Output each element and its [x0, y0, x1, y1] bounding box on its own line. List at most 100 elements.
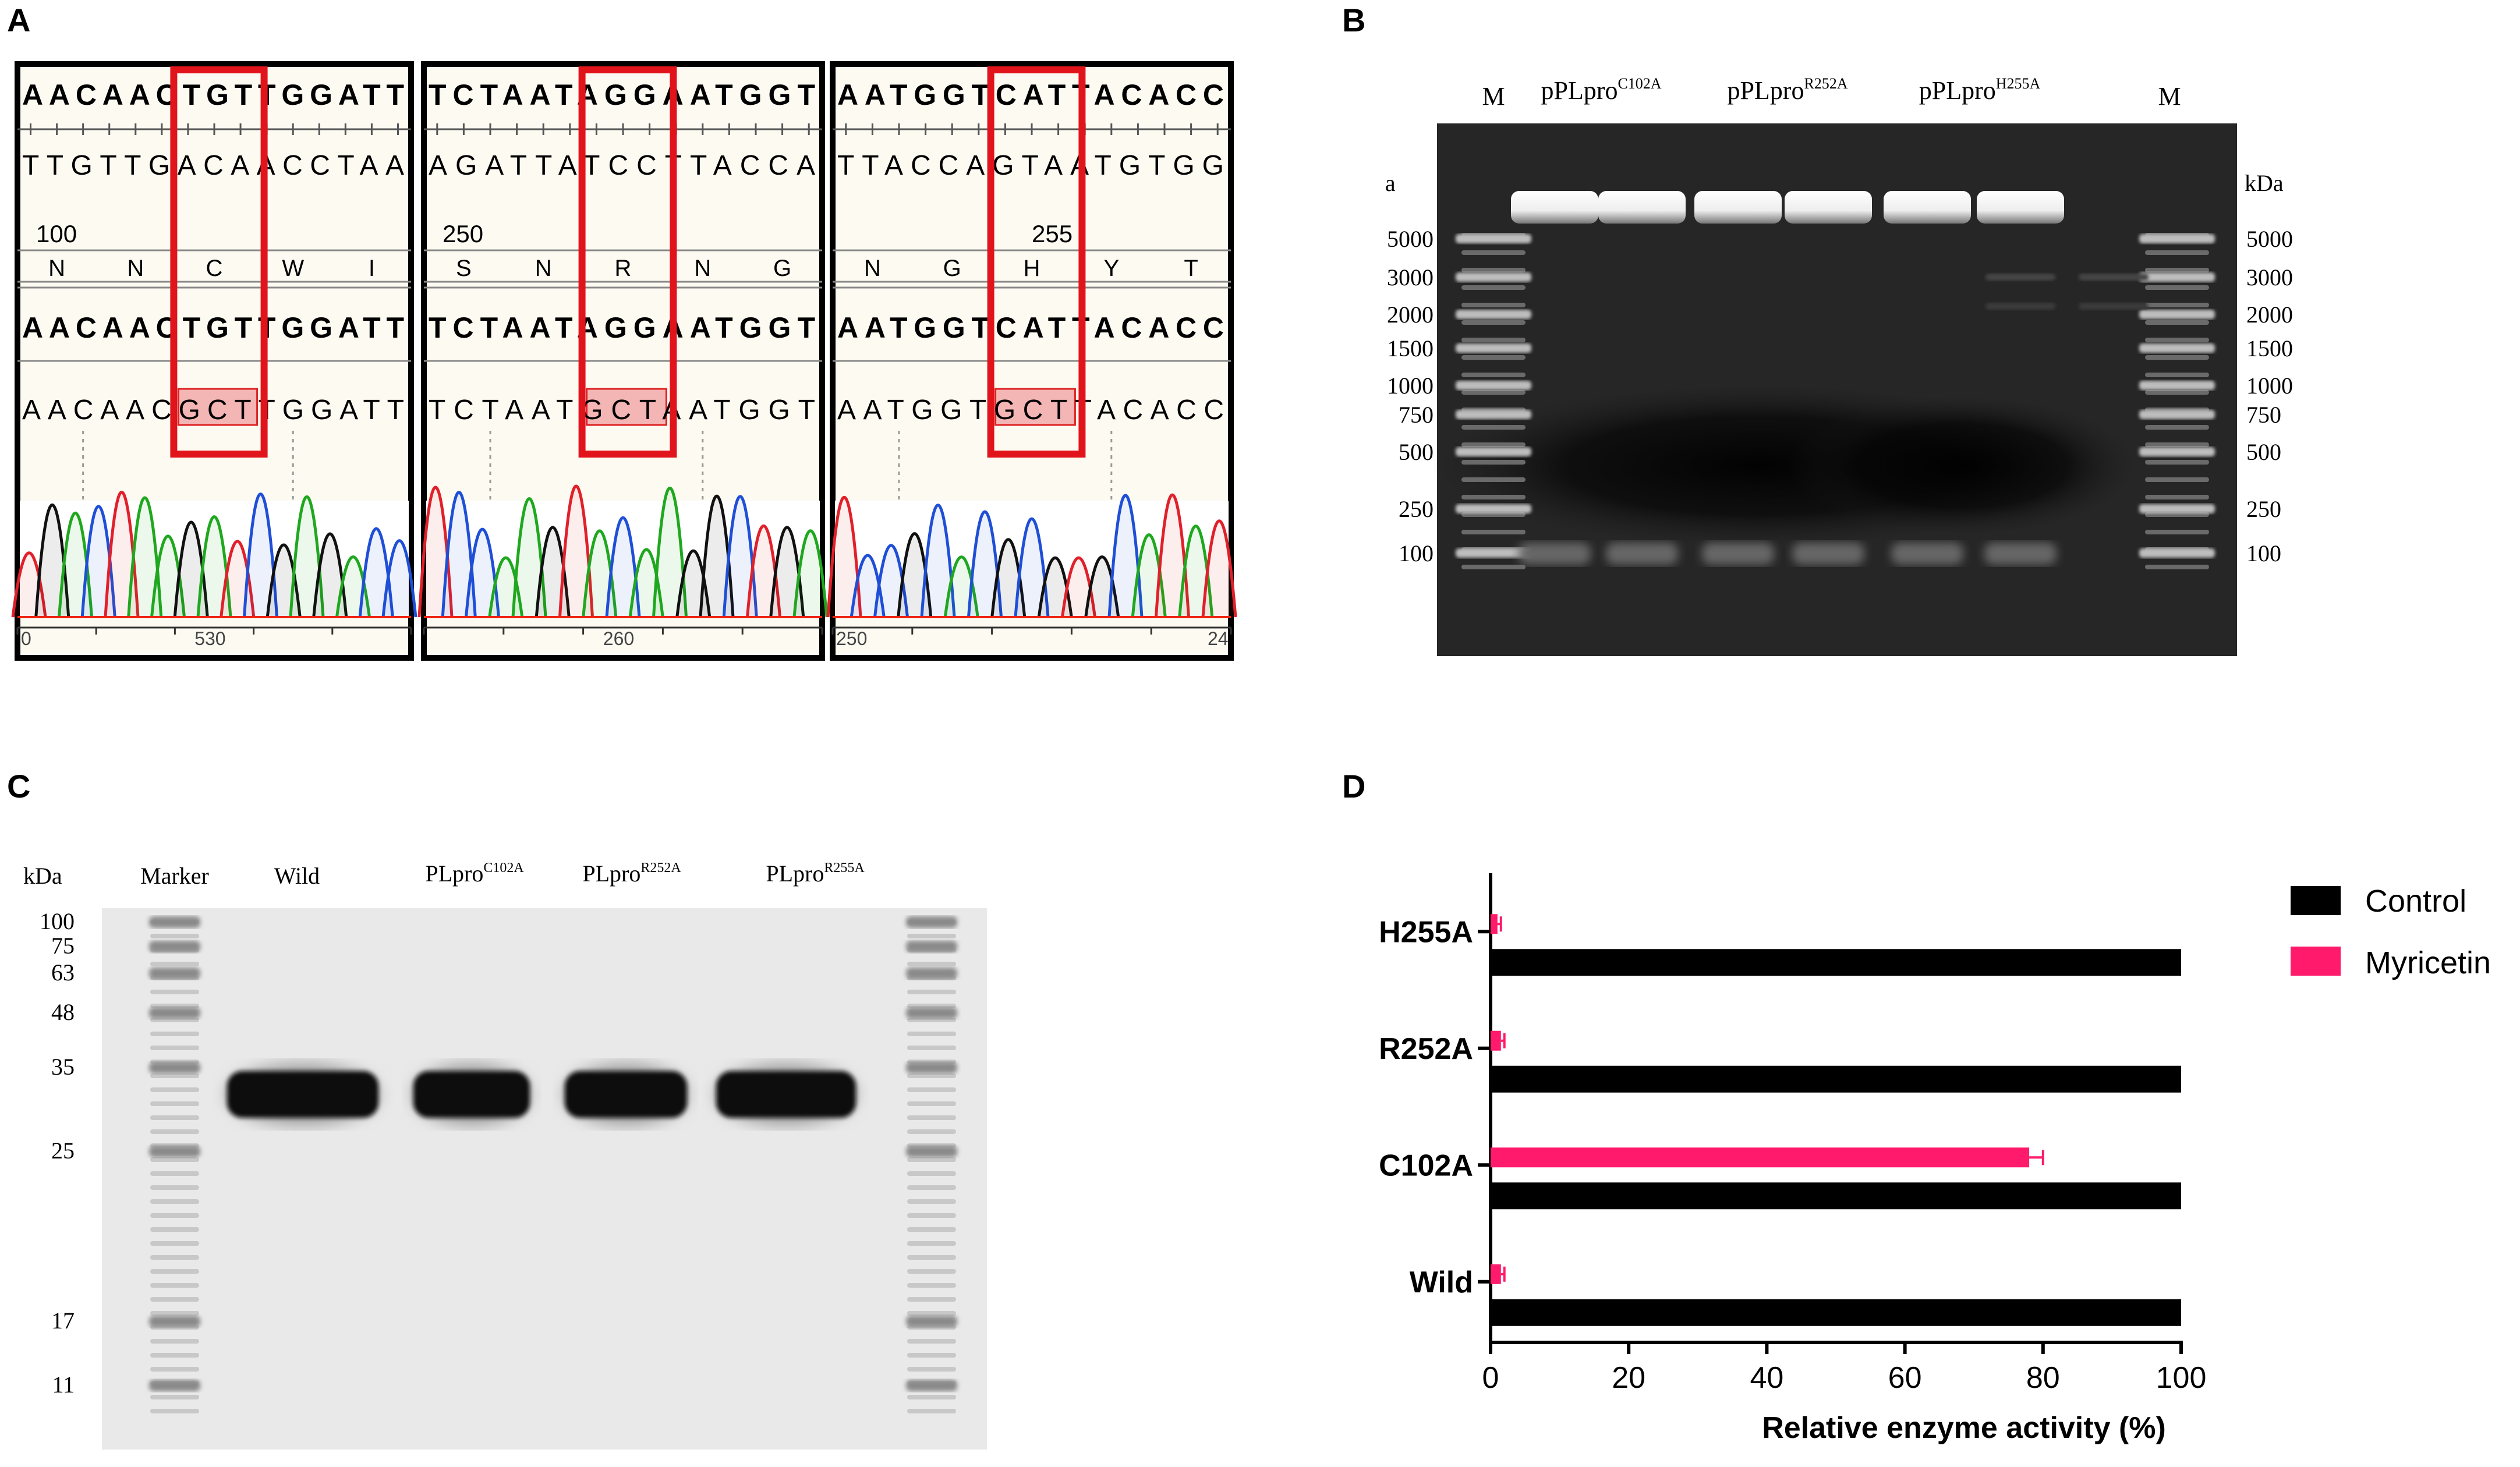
ladder-band: [2139, 343, 2215, 353]
amino-acid-label: N: [535, 256, 552, 281]
x-tick-label: 60: [1888, 1361, 1922, 1395]
plasmid-band: [1511, 191, 1598, 224]
trace-axis-label: 530: [194, 628, 225, 649]
chart-legend: Control Myricetin: [2291, 884, 2491, 980]
gel-marker-label-left: 2000: [1387, 302, 1434, 328]
gel-lane-label: pPLproC102A: [1541, 75, 1661, 105]
gel-lane-label: pPLproR252A: [1727, 75, 1847, 105]
gel-b-unit-left: kDa: [1386, 170, 1396, 196]
codon-highlight-box: [987, 66, 1086, 458]
gel-lane-label: pPLproH255A: [1919, 75, 2041, 105]
chromatogram-peak: [1155, 493, 1190, 618]
blot-lane-label: PLproR252A: [582, 860, 681, 887]
ladder-band: [2139, 548, 2215, 558]
gel-marker-label-left: 5000: [1387, 226, 1434, 252]
ladder-band: [1456, 410, 1531, 419]
amino-acid-label: S: [456, 256, 472, 281]
gel-marker-label-left: 750: [1399, 402, 1434, 428]
amino-acid-label: N: [127, 256, 144, 281]
ladder-band: [2139, 310, 2215, 319]
lower-band: [1519, 543, 1591, 565]
gel-marker-label-right: 3000: [2246, 264, 2293, 290]
gel-lane-label-m: M: [1482, 82, 1505, 111]
blot-lane-label: PLproC102A: [425, 860, 524, 887]
protein-band: [565, 1071, 687, 1118]
ladder-band: [906, 1316, 957, 1327]
plasmid-band: [1598, 191, 1686, 224]
ref-sequence-bottom: AACAACTGTTGGATT: [22, 311, 404, 344]
sequence-box-3: AATGGTCATTACACC TTACCAGTAATGTGG 255 N G H Y T AA…: [826, 61, 1237, 661]
gel-marker-label-left: 250: [1399, 496, 1434, 522]
mutation-highlight: [177, 388, 259, 426]
panel-b-gel: kDa kDa 5000 5000 3000 3000 2000 2000 1500 1500…: [1386, 75, 2293, 656]
blot-marker-label: 48: [51, 999, 75, 1025]
x-tick-label: 100: [2156, 1361, 2207, 1395]
panel-a-sequencing: AACAACTGTTGGATT TTGTTGACAACCTAA 100 N N C W I AA…: [11, 61, 1237, 661]
ref-sequence-top: AACAACTGTTGGATT: [22, 79, 404, 111]
mutation-highlight: [994, 388, 1076, 426]
blot-marker-label: 35: [51, 1054, 75, 1080]
y-category-label: R252A: [1379, 1032, 1473, 1066]
ladder-band: [1456, 504, 1531, 513]
panel-label-c: C: [7, 768, 31, 805]
complement-sequence: TTGTTGACAACCTAA: [22, 150, 404, 181]
gel-marker-label-right: 1500: [2246, 335, 2293, 362]
panel-label-b: B: [1342, 2, 1366, 38]
chromatogram-peak: [1107, 494, 1144, 618]
blot-marker-label: 63: [51, 959, 75, 986]
chromatogram-peak: [127, 496, 163, 618]
complement-sequence: AGATTATCCTTACCA: [429, 150, 815, 181]
x-tick-label: 20: [1612, 1361, 1645, 1395]
blot-lane-label-marker: Marker: [140, 863, 209, 889]
ref-sequence-top: AATGGTCATTACACC: [837, 79, 1224, 111]
sequence-position-label: 250: [443, 220, 483, 247]
blot-marker-label: 11: [52, 1372, 75, 1398]
ladder-band: [149, 1062, 200, 1073]
gel-marker-label-left: 3000: [1387, 264, 1434, 290]
ladder-band: [1456, 310, 1531, 319]
chromatogram-peak: [605, 516, 641, 618]
amino-acid-label: G: [943, 256, 961, 281]
chromatogram-peak: [243, 492, 278, 618]
ladder-band: [149, 1007, 200, 1019]
chart-x-title: Relative enzyme activity (%): [1762, 1411, 2166, 1445]
ladder-band: [1456, 548, 1531, 558]
amino-acid-label: G: [773, 256, 791, 281]
legend-swatch-myricetin: [2291, 947, 2341, 976]
chromatogram-peak: [1201, 519, 1237, 618]
protein-band: [227, 1071, 378, 1118]
gel-b-unit-right: kDa: [2245, 170, 2284, 196]
y-category-label: C102A: [1379, 1149, 1473, 1182]
bar-myricetin: [1491, 914, 1498, 934]
plasmid-band: [1884, 191, 1971, 224]
mutant-sequence: TCTAAT GCT AATGGT: [429, 395, 815, 426]
amino-acid-label: C: [206, 256, 223, 281]
blot-lane-label: PLproR255A: [766, 860, 865, 887]
trace-axis-label: 24: [1208, 628, 1229, 649]
gel-marker-label-left: 500: [1399, 439, 1434, 465]
panel-d-chart: 0 20 40 60 80 100 H255A R252A C102A Wild Relative…: [1379, 873, 2491, 1445]
gel-marker-label-left: 1500: [1387, 335, 1434, 362]
legend-swatch-control: [2291, 886, 2341, 915]
ladder-band: [1456, 272, 1531, 282]
y-category-label: H255A: [1379, 915, 1473, 949]
x-tick-label: 0: [1482, 1361, 1499, 1395]
ladder-band: [906, 1380, 957, 1391]
plasmid-band: [1694, 191, 1782, 224]
gel-marker-label-right: 250: [2246, 496, 2281, 522]
ladder-band: [906, 916, 957, 928]
ladder-band: [2139, 272, 2215, 282]
blot-marker-label: 75: [51, 933, 75, 959]
legend-label-control: Control: [2365, 884, 2466, 919]
ladder-band: [2139, 381, 2215, 390]
ladder-band: [906, 1007, 957, 1019]
chromatogram-peak: [289, 495, 325, 618]
gel-marker-label-right: 5000: [2246, 226, 2293, 252]
gel-marker-label-right: 2000: [2246, 302, 2293, 328]
ladder-band: [1456, 447, 1531, 456]
chromatogram-peak: [920, 504, 956, 618]
chromatogram-peak: [652, 487, 688, 618]
bar-control: [1491, 949, 2181, 976]
lower-band: [1702, 543, 1774, 565]
